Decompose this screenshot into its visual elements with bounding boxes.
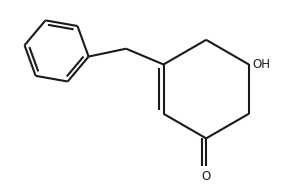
Text: O: O [202, 170, 211, 183]
Text: OH: OH [253, 58, 271, 71]
